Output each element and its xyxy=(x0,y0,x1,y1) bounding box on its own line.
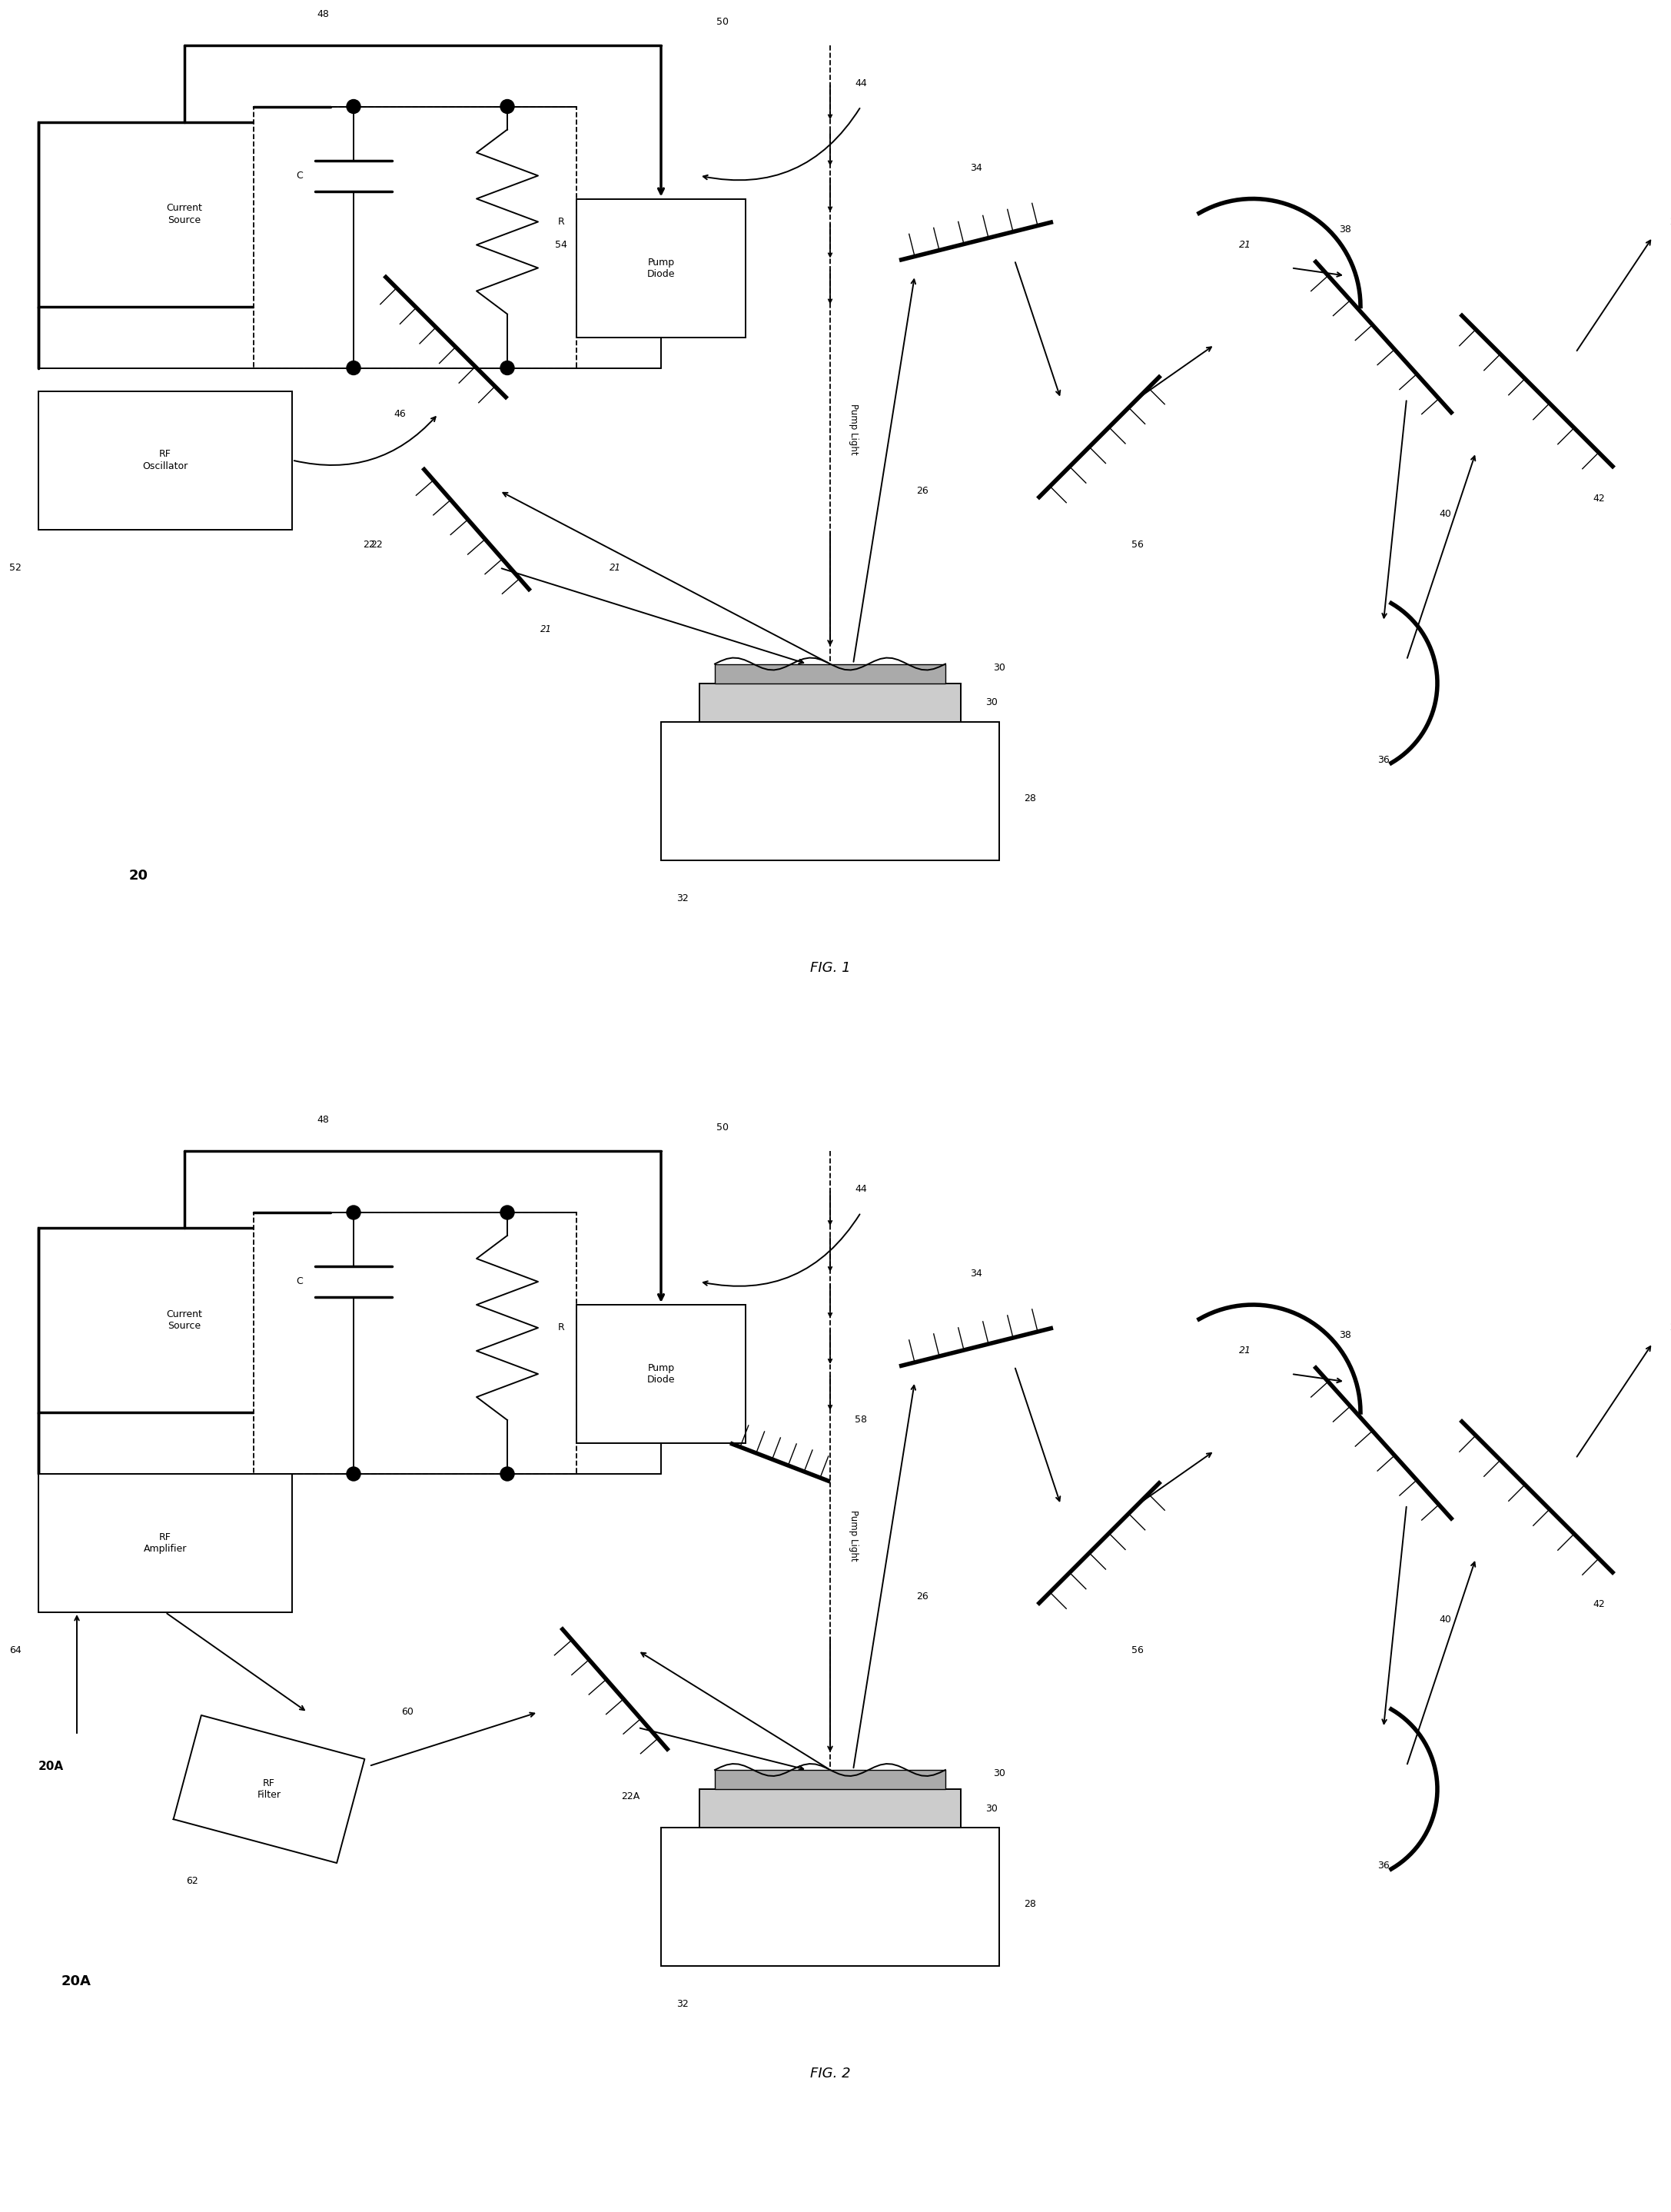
Text: Current
Source: Current Source xyxy=(167,204,202,226)
Text: FIG. 1: FIG. 1 xyxy=(810,960,851,975)
Text: 42: 42 xyxy=(1592,1599,1604,1610)
Text: 26: 26 xyxy=(916,1593,929,1601)
Text: R: R xyxy=(558,1323,565,1334)
Text: 32: 32 xyxy=(677,894,688,902)
Text: 52: 52 xyxy=(10,562,22,573)
Text: 56: 56 xyxy=(1131,540,1143,551)
Bar xyxy=(38,1473,292,1613)
Bar xyxy=(715,1770,946,1790)
Bar xyxy=(700,1790,961,1827)
Text: 46: 46 xyxy=(394,409,406,418)
Text: 28: 28 xyxy=(1024,794,1036,803)
Text: 62: 62 xyxy=(185,1876,199,1887)
Text: 40: 40 xyxy=(1439,509,1450,520)
Text: 48: 48 xyxy=(317,1115,329,1126)
Text: 30: 30 xyxy=(993,1770,1006,1778)
Text: Pump
Diode: Pump Diode xyxy=(647,1363,675,1385)
Circle shape xyxy=(500,100,515,113)
Circle shape xyxy=(500,361,515,374)
Circle shape xyxy=(500,1206,515,1219)
Text: 21: 21 xyxy=(540,624,551,635)
Text: Pump Light: Pump Light xyxy=(849,1511,859,1562)
Text: RF
Filter: RF Filter xyxy=(257,1778,281,1801)
Bar xyxy=(576,199,745,336)
Text: 30: 30 xyxy=(993,664,1006,672)
Text: 21: 21 xyxy=(1238,239,1252,250)
Text: 20A: 20A xyxy=(38,1761,63,1772)
Text: 22A: 22A xyxy=(622,1792,640,1803)
Text: 56: 56 xyxy=(1131,1646,1143,1657)
Text: 44: 44 xyxy=(856,1183,867,1194)
Text: 34: 34 xyxy=(971,1270,983,1279)
Text: 42: 42 xyxy=(1592,493,1604,504)
Text: 20A: 20A xyxy=(62,1975,92,1989)
Text: 28: 28 xyxy=(1024,1900,1036,1909)
Text: 40: 40 xyxy=(1439,1615,1450,1626)
Circle shape xyxy=(500,1467,515,1480)
Text: 50: 50 xyxy=(717,1124,729,1133)
Bar xyxy=(700,684,961,721)
Circle shape xyxy=(346,100,361,113)
Text: 34: 34 xyxy=(971,164,983,173)
Text: 60: 60 xyxy=(401,1708,413,1717)
Bar xyxy=(38,1228,331,1413)
Text: 21: 21 xyxy=(1238,1345,1252,1356)
Circle shape xyxy=(346,361,361,374)
Text: RF
Amplifier: RF Amplifier xyxy=(144,1533,187,1553)
Bar xyxy=(662,721,999,860)
Text: RF
Oscillator: RF Oscillator xyxy=(142,449,189,471)
Text: 22: 22 xyxy=(363,540,374,551)
Text: R: R xyxy=(558,217,565,228)
Text: 20: 20 xyxy=(129,869,149,883)
Circle shape xyxy=(346,1467,361,1480)
Text: 21: 21 xyxy=(610,562,620,573)
Bar xyxy=(254,1212,576,1473)
Text: 30: 30 xyxy=(986,1803,998,1814)
Bar xyxy=(576,1305,745,1442)
Text: FIG. 2: FIG. 2 xyxy=(810,2066,851,2081)
Text: 36: 36 xyxy=(1377,754,1390,765)
Bar xyxy=(254,106,576,367)
Text: 26: 26 xyxy=(916,487,929,495)
Text: C: C xyxy=(296,170,302,181)
Text: 38: 38 xyxy=(1338,1329,1352,1340)
Bar xyxy=(38,392,292,529)
Text: 64: 64 xyxy=(10,1646,22,1657)
Bar xyxy=(662,1827,999,1966)
Text: 44: 44 xyxy=(856,77,867,88)
Circle shape xyxy=(346,1206,361,1219)
Text: Pump Light: Pump Light xyxy=(849,405,859,456)
Text: C: C xyxy=(296,1276,302,1287)
Text: 48: 48 xyxy=(317,9,329,20)
Text: 58: 58 xyxy=(854,1416,867,1425)
Text: 38: 38 xyxy=(1338,223,1352,234)
Text: 30: 30 xyxy=(986,697,998,708)
Text: 22: 22 xyxy=(371,540,383,551)
Text: Current
Source: Current Source xyxy=(167,1310,202,1332)
Text: 50: 50 xyxy=(717,18,729,27)
Text: 32: 32 xyxy=(677,2000,688,2008)
Bar xyxy=(715,664,946,684)
Bar xyxy=(38,122,331,307)
Text: 54: 54 xyxy=(555,239,566,250)
Text: 36: 36 xyxy=(1377,1860,1390,1871)
Text: Pump
Diode: Pump Diode xyxy=(647,257,675,279)
